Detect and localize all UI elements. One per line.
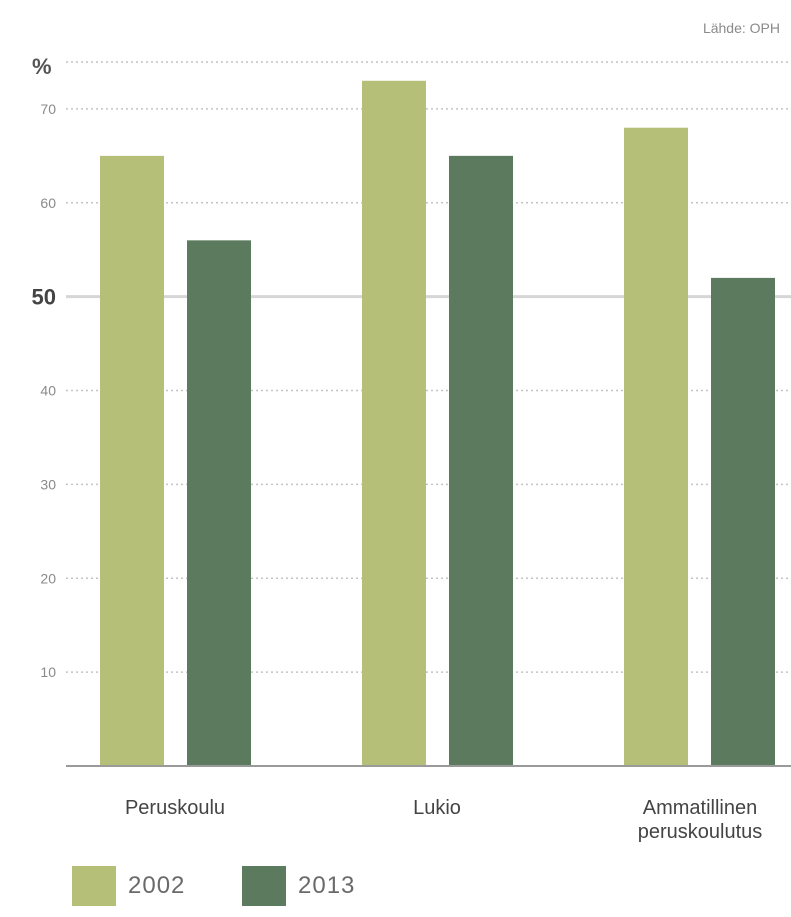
x-tick-labels: Peruskoulu Lukio Ammatillinen peruskoulutus bbox=[125, 797, 762, 843]
y-axis-label: % bbox=[32, 54, 52, 79]
x-label-peruskoulu: Peruskoulu bbox=[125, 797, 225, 819]
y-tick-50: 50 bbox=[32, 285, 56, 310]
bar-ammatillinen-2013 bbox=[711, 277, 775, 766]
legend-label-2002: 2002 bbox=[128, 872, 186, 899]
y-tick-20: 20 bbox=[40, 570, 56, 586]
y-tick-40: 40 bbox=[40, 383, 56, 399]
y-tick-30: 30 bbox=[40, 476, 56, 492]
bars bbox=[100, 80, 775, 767]
y-tick-labels: 10 20 30 40 50 60 70 bbox=[32, 101, 57, 680]
y-tick-70: 70 bbox=[40, 101, 56, 117]
bar-ammatillinen-2002 bbox=[624, 127, 688, 766]
x-label-lukio: Lukio bbox=[413, 797, 461, 819]
bar-lukio-2013 bbox=[449, 155, 513, 766]
x-label-ammatillinen: Ammatillinen peruskoulutus bbox=[638, 797, 763, 843]
y-tick-10: 10 bbox=[40, 664, 56, 680]
bar-lukio-2002 bbox=[362, 80, 426, 767]
legend-label-2013: 2013 bbox=[298, 872, 356, 899]
source-label: Lähde: OPH bbox=[702, 20, 780, 36]
legend-swatch-2013 bbox=[242, 866, 286, 906]
bar-peruskoulu-2013 bbox=[187, 240, 251, 766]
y-tick-60: 60 bbox=[40, 195, 56, 211]
bar-peruskoulu-2002 bbox=[100, 155, 164, 766]
legend-swatch-2002 bbox=[72, 866, 116, 906]
